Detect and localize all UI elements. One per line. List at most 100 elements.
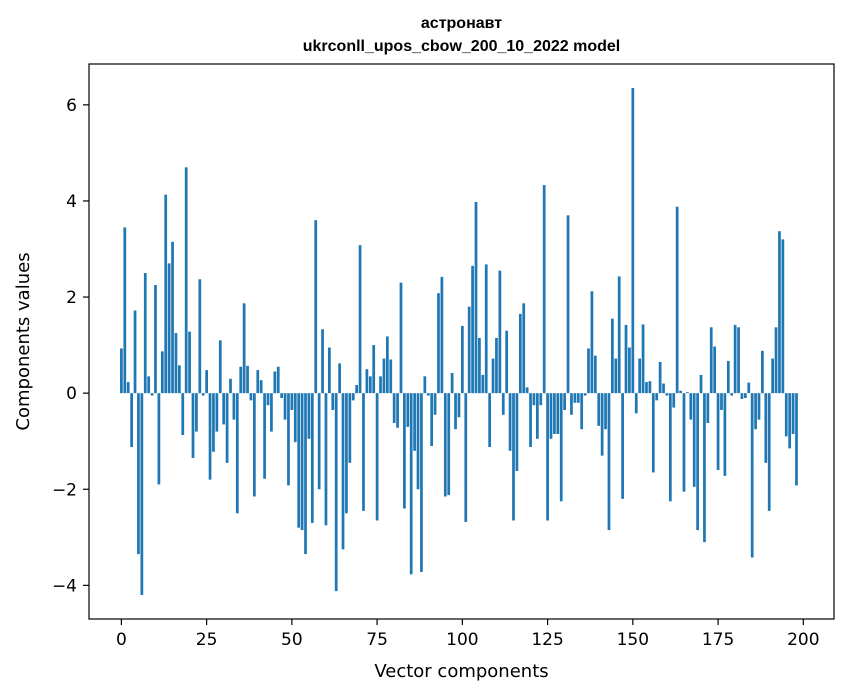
bar-97 (450, 372, 454, 394)
bar-82 (399, 282, 403, 394)
bar-47 (280, 393, 284, 398)
y-tick-label--4: −4 (52, 576, 77, 596)
bar-38 (249, 393, 253, 401)
bar-109 (491, 358, 495, 394)
bar-114 (508, 393, 512, 451)
y-tick-label--2: −2 (52, 480, 77, 500)
bar-46 (276, 366, 280, 394)
bar-117 (518, 313, 522, 394)
bar-184 (747, 382, 751, 394)
y-tick-label-4: 4 (66, 192, 77, 212)
x-tick-label-50: 50 (281, 630, 303, 650)
bar-84 (406, 393, 410, 427)
bar-79 (389, 359, 393, 394)
bar-121 (532, 393, 536, 406)
bar-198 (795, 393, 798, 486)
bar-104 (474, 201, 478, 394)
bar-161 (668, 393, 672, 502)
bar-29 (218, 340, 222, 394)
bar-60 (324, 393, 328, 526)
bar-143 (607, 393, 611, 531)
bar-165 (682, 393, 686, 492)
bar-164 (679, 390, 682, 394)
bar-49 (287, 393, 290, 486)
bar-86 (413, 393, 416, 451)
bar-136 (583, 393, 587, 396)
bar-181 (737, 327, 740, 394)
bar-123 (539, 393, 543, 406)
bar-118 (522, 303, 526, 394)
bar-13 (164, 194, 168, 394)
y-tick-label-2: 2 (66, 288, 77, 308)
bar-102 (467, 306, 471, 394)
bar-105 (478, 337, 481, 394)
bar-23 (198, 279, 202, 394)
bar-20 (188, 331, 191, 394)
bar-7 (143, 273, 147, 394)
bar-55 (307, 393, 311, 439)
bar-58 (317, 393, 321, 490)
bar-25 (205, 370, 208, 394)
bar-33 (232, 393, 236, 420)
bar-98 (454, 393, 457, 430)
bar-1 (123, 227, 127, 394)
bar-15 (171, 241, 174, 394)
bar-127 (553, 393, 556, 434)
bar-3 (130, 393, 133, 447)
bar-22 (195, 393, 198, 432)
bar-170 (699, 374, 703, 394)
bar-168 (692, 393, 696, 487)
bar-156 (651, 393, 655, 473)
bar-11 (157, 393, 161, 485)
bar-99 (457, 393, 461, 418)
bar-95 (443, 393, 447, 497)
bar-162 (672, 393, 676, 408)
bar-130 (563, 393, 567, 410)
chart-subtitle: ukrconll_upos_cbow_200_10_2022 model (303, 38, 620, 55)
bar-90 (426, 393, 430, 396)
bar-44 (270, 393, 273, 432)
bar-56 (310, 393, 314, 523)
bar-59 (321, 329, 324, 394)
bar-45 (273, 371, 277, 394)
bar-145 (614, 358, 618, 394)
x-tick-label-125: 125 (531, 630, 563, 650)
bar-72 (365, 369, 369, 394)
bar-139 (593, 355, 597, 394)
bar-88 (420, 393, 423, 572)
bar-4 (133, 310, 137, 394)
bar-50 (290, 393, 294, 410)
bar-41 (259, 380, 263, 394)
bar-175 (716, 393, 720, 471)
bar-138 (590, 291, 594, 394)
bar-147 (621, 393, 624, 499)
bar-177 (723, 393, 727, 476)
bar-171 (703, 393, 706, 543)
bar-5 (137, 393, 140, 555)
bar-75 (375, 393, 379, 521)
bar-35 (239, 366, 243, 394)
bar-155 (648, 381, 652, 394)
bar-16 (174, 333, 178, 394)
bar-192 (774, 327, 778, 394)
bar-101 (464, 393, 468, 522)
bar-140 (597, 393, 601, 426)
bar-18 (181, 393, 185, 435)
bar-74 (372, 345, 376, 394)
bar-68 (351, 393, 355, 401)
bar-194 (781, 239, 785, 394)
bar-66 (345, 393, 348, 514)
bars-group (120, 88, 798, 595)
bar-34 (235, 393, 239, 514)
bar-31 (225, 393, 229, 463)
bar-120 (529, 393, 532, 447)
bar-187 (757, 393, 761, 420)
bar-53 (300, 393, 304, 531)
bar-51 (293, 393, 297, 443)
bar-91 (430, 393, 434, 447)
bar-39 (253, 393, 256, 497)
bar-112 (501, 393, 505, 415)
bar-119 (525, 387, 529, 394)
x-tick-label-0: 0 (116, 630, 127, 650)
